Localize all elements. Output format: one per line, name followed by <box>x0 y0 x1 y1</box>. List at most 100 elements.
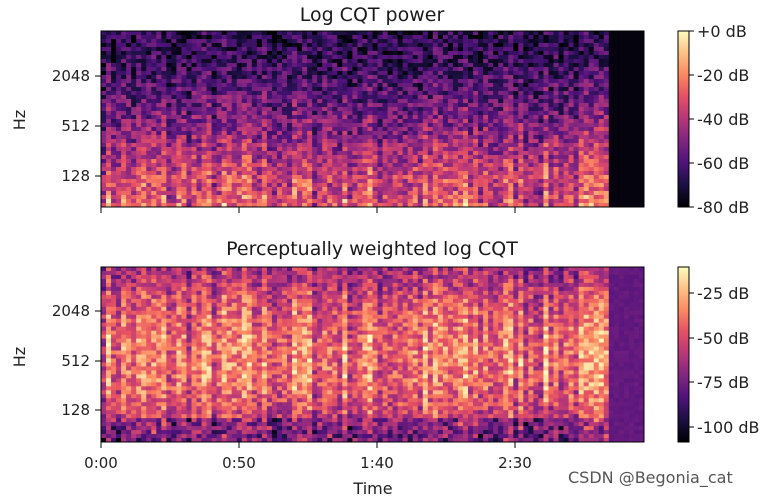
heatmap-cell <box>216 47 222 52</box>
heatmap-cell <box>352 155 358 160</box>
heatmap-cell <box>523 203 529 208</box>
heatmap-cell <box>573 51 579 56</box>
heatmap-cell <box>377 107 383 112</box>
heatmap-cell <box>171 39 177 44</box>
heatmap-cell <box>106 95 112 100</box>
heatmap-cell <box>598 135 605 140</box>
heatmap-cell <box>417 183 424 188</box>
heatmap-cell <box>276 143 283 148</box>
heatmap-cell <box>121 99 127 104</box>
heatmap-cell <box>307 39 313 44</box>
heatmap-cell <box>518 159 524 164</box>
heatmap-cell <box>362 187 368 192</box>
heatmap-cell <box>151 155 157 160</box>
heatmap-cell <box>206 87 212 92</box>
heatmap-cell <box>628 147 635 152</box>
heatmap-cell <box>563 131 569 136</box>
cb1-tick-40: -40 dB <box>697 110 749 129</box>
heatmap-cell <box>246 31 253 36</box>
heatmap-cell <box>412 131 419 136</box>
heatmap-cell <box>483 135 489 140</box>
heatmap-cell <box>106 362 112 367</box>
heatmap-cell <box>603 31 610 36</box>
heatmap-cell <box>513 119 519 124</box>
heatmap-cell <box>111 334 117 339</box>
heatmap-cell <box>538 131 544 136</box>
heatmap-cell <box>447 31 454 36</box>
heatmap-cell <box>101 278 107 284</box>
heatmap-cell <box>101 115 107 120</box>
heatmap-cell <box>407 55 414 60</box>
heatmap-cell <box>226 55 233 60</box>
heatmap-cell <box>322 47 328 52</box>
heatmap-cell <box>478 99 484 104</box>
heatmap-cell <box>236 123 243 128</box>
heatmap-cell <box>241 135 248 140</box>
heatmap-cell <box>171 87 177 92</box>
heatmap-cell <box>317 183 323 188</box>
heatmap-cell <box>136 203 142 208</box>
heatmap-cell <box>136 79 142 84</box>
heatmap-cell <box>377 199 383 204</box>
heatmap-cell <box>106 422 112 427</box>
heatmap-cell <box>613 59 620 64</box>
heatmap-cell <box>397 179 403 184</box>
heatmap-cell <box>101 322 107 327</box>
heatmap-cell <box>141 31 147 36</box>
heatmap-cell <box>483 143 489 148</box>
heatmap-cell <box>518 123 524 128</box>
heatmap-cell <box>181 67 187 72</box>
heatmap-cell <box>583 35 589 40</box>
heatmap-cell <box>131 67 137 72</box>
heatmap-cell <box>523 83 529 88</box>
heatmap-cell <box>261 199 268 204</box>
heatmap-cell <box>583 39 589 44</box>
heatmap-cell <box>548 175 554 180</box>
heatmap-cell <box>191 55 197 60</box>
heatmap-cell <box>111 314 117 320</box>
heatmap-cell <box>548 111 554 116</box>
heatmap-cell <box>302 31 308 36</box>
heatmap-cell <box>236 51 243 56</box>
heatmap-cell <box>352 195 358 200</box>
heatmap-cell <box>141 87 147 92</box>
heatmap-cell <box>623 131 630 136</box>
heatmap-cell <box>608 139 615 144</box>
heatmap-cell <box>116 394 122 399</box>
heatmap-cell <box>498 91 504 96</box>
heatmap-cell <box>347 127 353 132</box>
heatmap-cell <box>437 171 444 176</box>
heatmap-cell <box>538 167 544 172</box>
heatmap-cell <box>377 43 383 48</box>
heatmap-cell <box>548 147 554 152</box>
heatmap-cell <box>573 103 579 108</box>
heatmap-cell <box>397 195 403 200</box>
heatmap-cell <box>483 99 489 104</box>
heatmap-cell <box>362 75 368 80</box>
heatmap-cell <box>563 51 569 56</box>
heatmap-cell <box>508 99 514 104</box>
heatmap-cell <box>206 95 212 100</box>
heatmap-cell <box>121 151 127 156</box>
heatmap-cell <box>473 107 479 112</box>
heatmap-cell <box>523 79 529 84</box>
heatmap-cell <box>598 87 605 92</box>
heatmap-cell <box>387 55 393 60</box>
heatmap-cell <box>508 163 514 168</box>
heatmap-cell <box>457 103 464 108</box>
heatmap-cell <box>452 167 459 172</box>
heatmap-cell <box>362 135 368 140</box>
heatmap-cell <box>292 71 298 76</box>
heatmap-cell <box>181 35 187 40</box>
heatmap-cell <box>543 71 549 76</box>
heatmap-cell <box>302 163 308 168</box>
heatmap-cell <box>618 179 625 184</box>
heatmap-cell <box>402 91 408 96</box>
heatmap-cell <box>161 67 167 72</box>
heatmap-cell <box>226 159 233 164</box>
heatmap-cell <box>146 147 152 152</box>
heatmap-cell <box>292 83 298 88</box>
heatmap-cell <box>478 147 484 152</box>
heatmap-cell <box>463 39 469 44</box>
heatmap-cell <box>633 103 640 108</box>
